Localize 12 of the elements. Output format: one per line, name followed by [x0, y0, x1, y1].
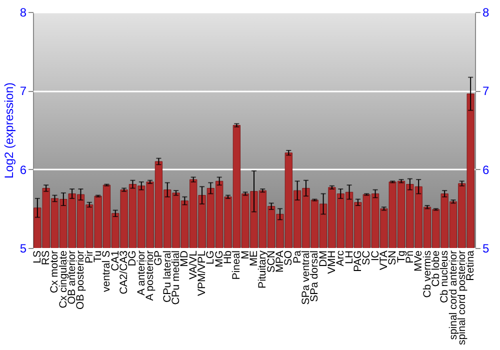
y2-tick-label: 6	[482, 162, 490, 177]
x-tick-label: Tg	[395, 250, 408, 263]
y-tick-label: 5	[20, 242, 27, 256]
y2-tick-label: 5	[482, 242, 490, 256]
y2-tick-label: 7	[482, 84, 490, 98]
y2-tick-label: 8	[482, 6, 490, 20]
y-tick-label: 7	[20, 84, 27, 98]
y-tick-label: 6	[20, 162, 27, 177]
x-tick-label: A posterior	[144, 250, 156, 301]
y-tick-label: 8	[20, 6, 27, 20]
y-axis-title: Log2 (expression)	[2, 82, 16, 179]
x-tick-label: DG	[126, 250, 139, 266]
